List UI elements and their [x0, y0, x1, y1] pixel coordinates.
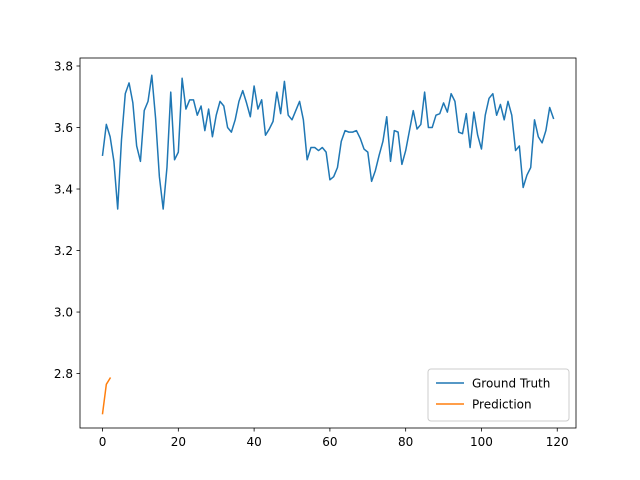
x-tick-label: 20 — [171, 435, 186, 449]
x-tick-label: 100 — [470, 435, 493, 449]
legend-box — [427, 368, 570, 422]
series-line-prediction — [101, 377, 112, 415]
y-tick-label: 3.0 — [54, 306, 73, 320]
y-tick-label: 3.8 — [54, 59, 73, 73]
y-tick-label: 3.6 — [54, 121, 73, 135]
y-tick-label: 2.8 — [54, 367, 73, 381]
legend-label: Ground Truth — [472, 377, 550, 391]
y-tick-label: 3.2 — [54, 244, 73, 258]
plot-frame — [79, 57, 577, 429]
series-line-ground-truth — [101, 74, 555, 210]
legend-label: Prediction — [472, 398, 532, 412]
y-tick-label: 3.4 — [54, 183, 73, 197]
x-tick-label: 80 — [398, 435, 413, 449]
legend: Ground Truth Prediction — [427, 368, 570, 422]
series-layer — [101, 74, 555, 415]
x-tick-label: 40 — [246, 435, 261, 449]
x-tick-label: 120 — [546, 435, 569, 449]
plot-area — [80, 58, 576, 428]
x-tick-label: 0 — [99, 435, 107, 449]
x-tick-label: 60 — [322, 435, 337, 449]
axes-layer: 0 20 40 60 80 100 120 2.8 3.0 3.2 3.4 3.6 3.8 — [54, 59, 569, 449]
